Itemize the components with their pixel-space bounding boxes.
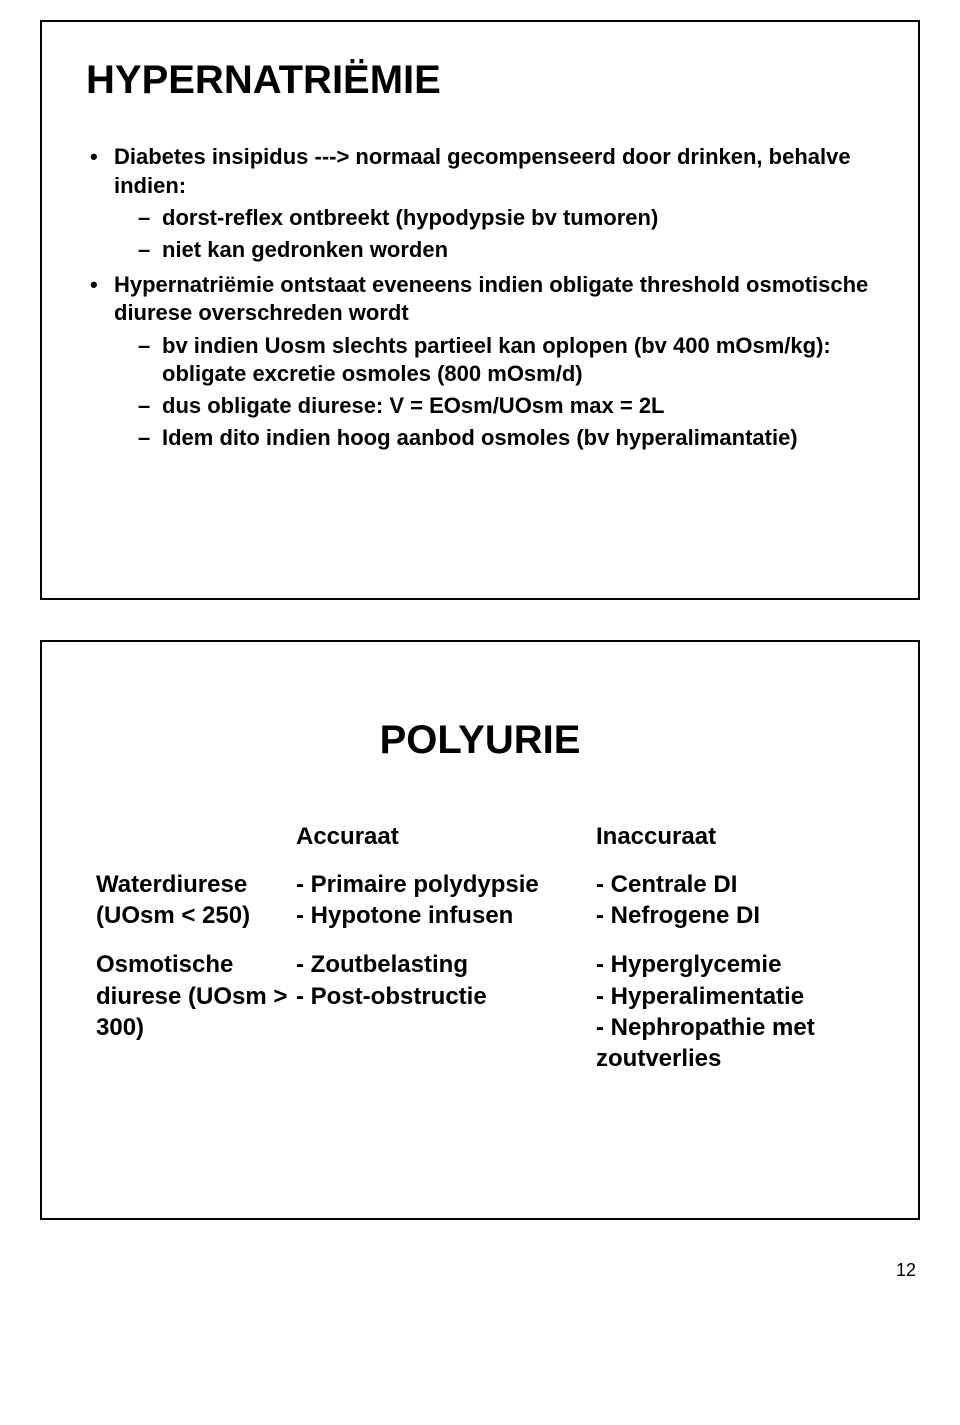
cell-inaccuraat-2: - Hyperglycemie - Hyperalimentatie - Nep… — [596, 949, 864, 1074]
table-row: Osmotische diurese (UOsm > 300) - Zoutbe… — [96, 949, 864, 1074]
sub-list: bv indien Uosm slechts partieel kan oplo… — [114, 332, 874, 453]
polyurie-table: Accuraat Inaccuraat Waterdiurese (UOsm <… — [86, 823, 874, 1074]
page-number: 12 — [40, 1260, 920, 1281]
sub-list: dorst-reflex ontbreekt (hypodypsie bv tu… — [114, 204, 874, 264]
bullet-text: Diabetes insipidus ---> normaal gecompen… — [114, 144, 851, 198]
cell-accuraat-1: - Primaire polydypsie - Hypotone infusen — [296, 869, 596, 931]
table-row: Waterdiurese (UOsm < 250) - Primaire pol… — [96, 869, 864, 931]
cell-accuraat-2: - Zoutbelasting - Post-obstructie — [296, 949, 596, 1074]
cell-inaccuraat-1: - Centrale DI - Nefrogene DI — [596, 869, 864, 931]
sub-bullet: dorst-reflex ontbreekt (hypodypsie bv tu… — [114, 204, 874, 232]
header-accuraat: Accuraat — [296, 823, 596, 851]
slide-1: HYPERNATRIËMIE Diabetes insipidus ---> n… — [40, 20, 920, 600]
page: HYPERNATRIËMIE Diabetes insipidus ---> n… — [0, 0, 960, 1321]
header-empty — [96, 823, 296, 851]
slide-2: POLYURIE Accuraat Inaccuraat Waterdiures… — [40, 640, 920, 1220]
header-inaccuraat: Inaccuraat — [596, 823, 864, 851]
bullet-hypernatriemie: Hypernatriëmie ontstaat eveneens indien … — [86, 271, 874, 453]
bullet-diabetes-insipidus: Diabetes insipidus ---> normaal gecompen… — [86, 143, 874, 265]
sub-bullet: dus obligate diurese: V = EOsm/UOsm max … — [114, 392, 874, 420]
cell-osmotische: Osmotische diurese (UOsm > 300) — [96, 949, 296, 1074]
cell-waterdiurese: Waterdiurese (UOsm < 250) — [96, 869, 296, 931]
slide-2-title: POLYURIE — [86, 718, 874, 763]
sub-bullet: Idem dito indien hoog aanbod osmoles (bv… — [114, 424, 874, 452]
bullet-text: Hypernatriëmie ontstaat eveneens indien … — [114, 272, 868, 326]
slide-1-list: Diabetes insipidus ---> normaal gecompen… — [86, 143, 874, 452]
sub-bullet: bv indien Uosm slechts partieel kan oplo… — [114, 332, 874, 388]
sub-bullet: niet kan gedronken worden — [114, 236, 874, 264]
table-header-row: Accuraat Inaccuraat — [96, 823, 864, 851]
slide-1-title: HYPERNATRIËMIE — [86, 58, 874, 103]
